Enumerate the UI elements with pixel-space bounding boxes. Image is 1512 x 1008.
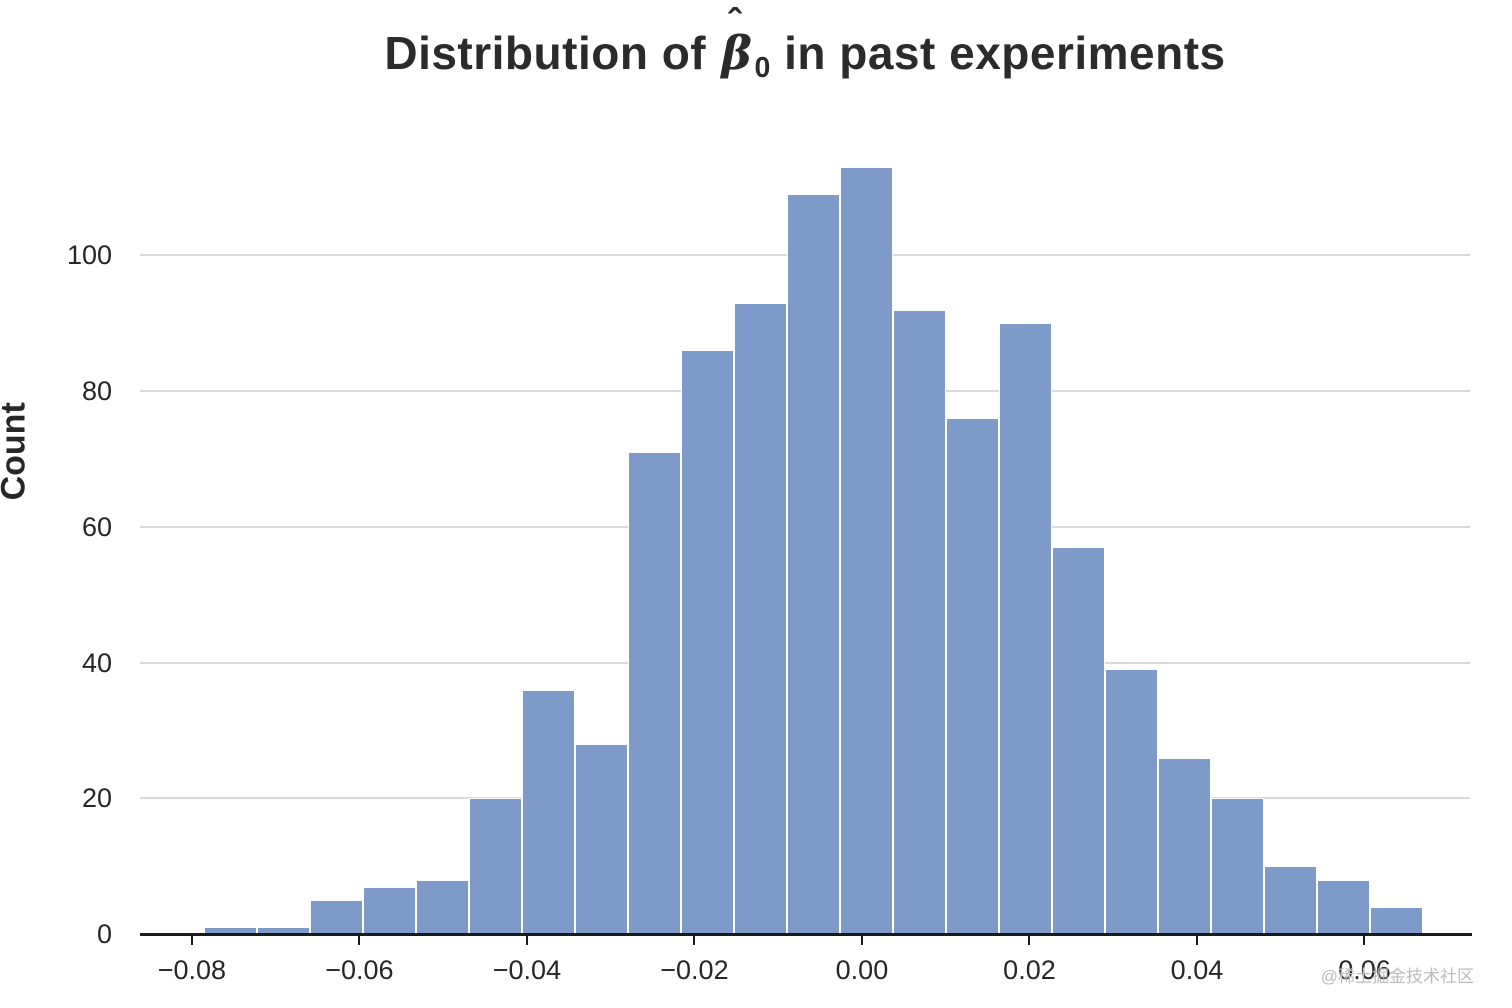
- x-tick-mark: [1028, 936, 1031, 945]
- x-tick-mark: [1195, 936, 1198, 945]
- histogram-bar: [998, 323, 1052, 934]
- histogram-bar: [1369, 906, 1423, 934]
- x-tick-mark: [525, 936, 528, 945]
- histogram-bar: [256, 927, 310, 934]
- histogram-bar: [1104, 669, 1158, 934]
- histogram-bar: [468, 798, 522, 934]
- histogram-bar: [1210, 798, 1264, 934]
- beta-glyph: β: [721, 26, 753, 80]
- title-suffix: in past experiments: [770, 27, 1226, 79]
- y-axis-label: Count: [0, 402, 33, 501]
- x-tick-label: 0.04: [1170, 955, 1224, 985]
- histogram-bar: [521, 689, 575, 934]
- histogram-bar: [1157, 757, 1211, 934]
- histogram-bar: [309, 900, 363, 934]
- y-tick-label: 40: [81, 647, 112, 678]
- histogram-bar: [362, 886, 416, 934]
- histogram-bar: [945, 418, 999, 934]
- x-tick-label: −0.04: [492, 955, 562, 985]
- x-tick-mark: [190, 936, 193, 945]
- x-tick-label: 0.00: [835, 955, 889, 985]
- x-tick-label: −0.02: [660, 955, 729, 985]
- x-tick-label: −0.08: [157, 955, 227, 985]
- histogram-bar: [892, 309, 946, 934]
- x-axis-line: [140, 933, 1472, 936]
- histogram-bar: [203, 927, 257, 934]
- x-tick-label: 0.02: [1003, 955, 1056, 985]
- plot-area: [140, 140, 1470, 934]
- x-tick-mark: [358, 936, 361, 945]
- y-tick-label: 0: [96, 919, 112, 949]
- chart-title: Distribution of ˆ β0 in past experiments: [140, 2, 1470, 85]
- y-tick-label: 20: [81, 783, 112, 814]
- histogram-bar: [574, 743, 628, 934]
- x-tick-mark: [860, 936, 863, 945]
- histogram-bar: [733, 302, 787, 934]
- histogram-bar: [839, 167, 893, 934]
- y-tick-label: 80: [81, 376, 112, 407]
- histogram-bar: [1316, 879, 1370, 934]
- x-tick-mark: [1363, 936, 1366, 945]
- x-tick-label: 0.06: [1338, 955, 1391, 985]
- x-tick-mark: [693, 936, 696, 945]
- histogram-bar: [415, 879, 469, 934]
- watermark: @稀土掘金技术社区: [1320, 967, 1474, 986]
- hat-accent: ˆ: [728, 1, 742, 45]
- y-tick-label: 100: [66, 240, 112, 271]
- histogram-bar: [680, 350, 734, 934]
- histogram-bar: [1051, 547, 1105, 934]
- y-tick-label: 60: [81, 511, 112, 542]
- histogram-bar: [786, 194, 840, 934]
- title-prefix: Distribution of: [384, 27, 720, 79]
- beta-subscript: 0: [754, 51, 771, 84]
- histogram-bar: [1263, 866, 1317, 934]
- histogram-bar: [627, 452, 681, 934]
- x-tick-label: −0.06: [325, 955, 394, 985]
